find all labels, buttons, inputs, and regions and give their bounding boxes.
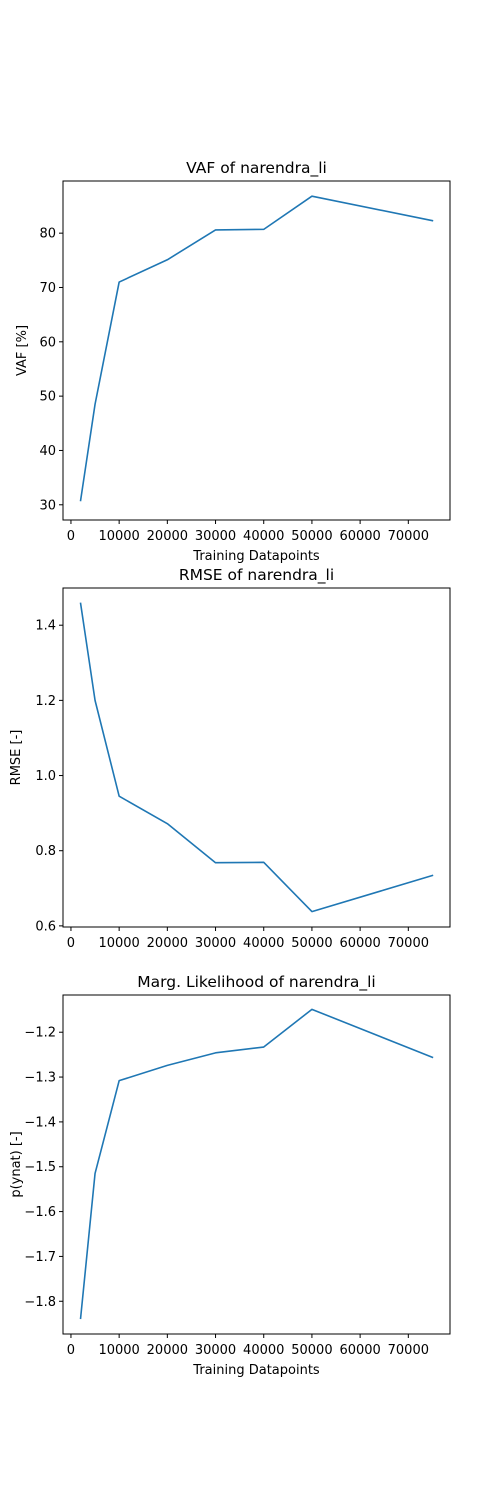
x-tick-label: 0 xyxy=(67,1343,75,1358)
x-tick-label: 0 xyxy=(67,529,75,544)
y-tick-label: −1.3 xyxy=(24,1071,56,1086)
x-tick-label: 40000 xyxy=(243,1343,284,1358)
chart-panel-3: 0 10000 20000 30000 40000 50000 60000 70000 −1.8… xyxy=(9,973,451,1378)
y-axis-label: p(ynat) [-] xyxy=(9,1131,24,1197)
y-tick-label: 70 xyxy=(39,281,56,296)
x-tick-label: 70000 xyxy=(388,1343,429,1358)
x-tick-label: 60000 xyxy=(339,1343,380,1358)
y-axis-label: VAF [%] xyxy=(15,325,30,376)
x-tick-label: 60000 xyxy=(339,529,380,544)
y-axis-label: RMSE [-] xyxy=(9,730,24,786)
x-tick-label: 30000 xyxy=(195,1343,236,1358)
chart-panel-1: 0 10000 20000 30000 40000 50000 60000 70000 30 40… xyxy=(15,159,451,564)
x-tick-label: 10000 xyxy=(98,1343,139,1358)
x-tick-label: 20000 xyxy=(147,1343,188,1358)
x-tick-label: 10000 xyxy=(98,936,139,951)
x-tick-label: 40000 xyxy=(243,529,284,544)
axes-frame xyxy=(62,994,451,1335)
y-tick-label: 80 xyxy=(39,227,56,242)
x-tick-label: 70000 xyxy=(388,529,429,544)
y-tick-label: −1.2 xyxy=(24,1026,56,1041)
y-tick-label: 1.2 xyxy=(35,694,56,709)
x-tick-label: 60000 xyxy=(339,936,380,951)
y-tick-label: 60 xyxy=(39,335,56,350)
x-tick-label: 30000 xyxy=(195,529,236,544)
chart-title: RMSE of narendra_li xyxy=(179,566,334,585)
y-tick-label: −1.8 xyxy=(24,1295,56,1310)
x-tick-label: 70000 xyxy=(388,936,429,951)
chart-panel-2: 0 10000 20000 30000 40000 50000 60000 70000 0.6 0… xyxy=(9,566,451,951)
y-tick-label: 1.4 xyxy=(35,619,56,634)
x-axis-label: Training Datapoints xyxy=(192,549,320,564)
x-tick-label: 20000 xyxy=(147,529,188,544)
series-line-1 xyxy=(79,1008,434,1320)
y-tick-label: 0.6 xyxy=(35,919,56,934)
axes-frame xyxy=(62,587,451,928)
series-line-1 xyxy=(79,195,434,502)
y-tick-label: −1.7 xyxy=(24,1250,56,1265)
chart-title: Marg. Likelihood of narendra_li xyxy=(137,973,375,992)
x-tick-label: 20000 xyxy=(147,936,188,951)
axes-frame xyxy=(62,180,451,521)
x-tick-label: 50000 xyxy=(291,529,332,544)
y-tick-label: −1.5 xyxy=(24,1160,56,1175)
x-tick-label: 0 xyxy=(67,936,75,951)
y-tick-label: 1.0 xyxy=(35,769,56,784)
chart-title: VAF of narendra_li xyxy=(186,159,327,178)
y-tick-label: −1.4 xyxy=(24,1115,56,1130)
y-tick-label: 40 xyxy=(39,444,56,459)
y-tick-label: 30 xyxy=(39,498,56,513)
x-axis-label: Training Datapoints xyxy=(192,1363,320,1378)
y-tick-label: −1.6 xyxy=(24,1205,56,1220)
y-tick-label: 50 xyxy=(39,390,56,405)
x-tick-label: 30000 xyxy=(195,936,236,951)
series-line-1 xyxy=(79,602,434,913)
x-tick-label: 40000 xyxy=(243,936,284,951)
x-tick-label: 50000 xyxy=(291,936,332,951)
x-tick-label: 50000 xyxy=(291,1343,332,1358)
y-tick-label: 0.8 xyxy=(35,844,56,859)
x-tick-label: 10000 xyxy=(98,529,139,544)
